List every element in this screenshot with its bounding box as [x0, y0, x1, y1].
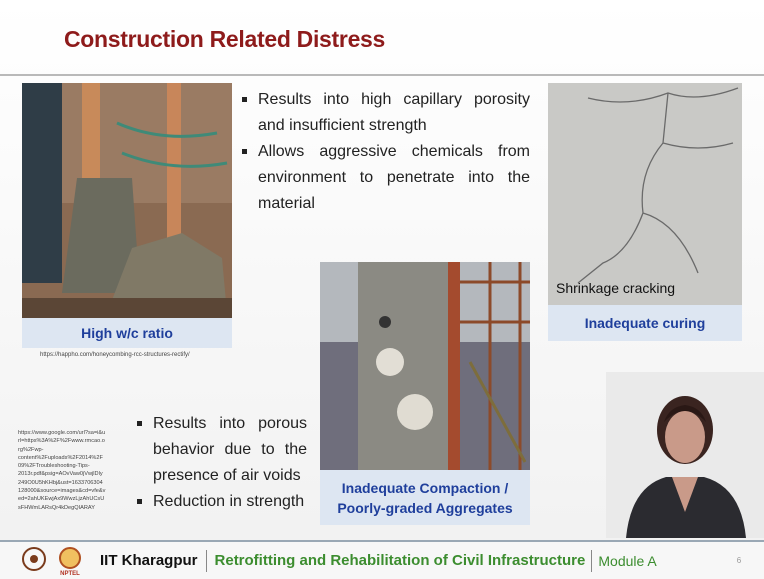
caption: Inadequate Compaction / Poorly-graded Ag… — [320, 470, 530, 525]
bullet: Results into high capillary porosity and… — [240, 87, 530, 139]
divider — [206, 550, 207, 572]
photo-slump — [22, 83, 232, 318]
photo-column — [320, 262, 530, 470]
footer: NPTEL IIT Kharagpur Retrofitting and Reh… — [0, 540, 764, 579]
source-url-line: rg%2Fwp- — [18, 446, 105, 454]
slide: Construction Related Distress High w/c r… — [0, 0, 764, 577]
bullet: Allows aggressive chemicals from environ… — [240, 139, 530, 217]
source-url-line: sFHWmLARsQr4kDegQIARAY — [18, 504, 105, 512]
source-url: https://happho.com/honeycombing-rcc-stru… — [40, 352, 190, 358]
caption-line: Inadequate Compaction / — [320, 478, 530, 498]
slide-title: Construction Related Distress — [64, 26, 385, 53]
bullet: Reduction in strength — [135, 489, 307, 515]
title-rule — [0, 74, 764, 76]
course-title: Retrofitting and Rehabilitation of Civil… — [215, 552, 586, 569]
bullet-list: Results into high capillary porosity and… — [240, 87, 530, 217]
institute: IIT Kharagpur — [100, 552, 198, 569]
logos: NPTEL — [20, 544, 112, 578]
source-url-line: content%2Fuploads%2F2014%2F — [18, 454, 105, 462]
caption-line: Poorly-graded Aggregates — [320, 498, 530, 518]
source-url-line: rl=https%3A%2F%2Fwww.rmcao.o — [18, 437, 105, 445]
page-number: 6 — [737, 556, 741, 565]
source-url-line: https://www.google.com/url?sa=i&u — [18, 429, 105, 437]
source-url-line: 249O0U5hKHbj&ust=1633706304 — [18, 479, 105, 487]
module: Module A — [598, 553, 656, 569]
bullet: Results into porous behavior due to the … — [135, 411, 307, 489]
caption: Inadequate curing — [548, 305, 742, 341]
source-url-line: 2013r.pdf&psig=AOvVaw0jVwjlDly — [18, 470, 105, 478]
caption: High w/c ratio — [22, 318, 232, 348]
overlay-label: Shrinkage cracking — [556, 280, 675, 296]
source-url-line: 128000&source=images&cd=vfe&v — [18, 487, 105, 495]
source-url-line: 09%2FTroubleshooting-Tips- — [18, 462, 105, 470]
presenter-video — [606, 372, 764, 538]
divider — [591, 550, 592, 572]
bullet-list: Results into porous behavior due to the … — [135, 411, 307, 515]
source-url-line: ed=2ahUKEwjAx9WwzLjzAhUCsU — [18, 495, 105, 503]
photo-cracks: Shrinkage cracking — [548, 83, 742, 305]
logo-text: NPTEL — [60, 571, 80, 577]
